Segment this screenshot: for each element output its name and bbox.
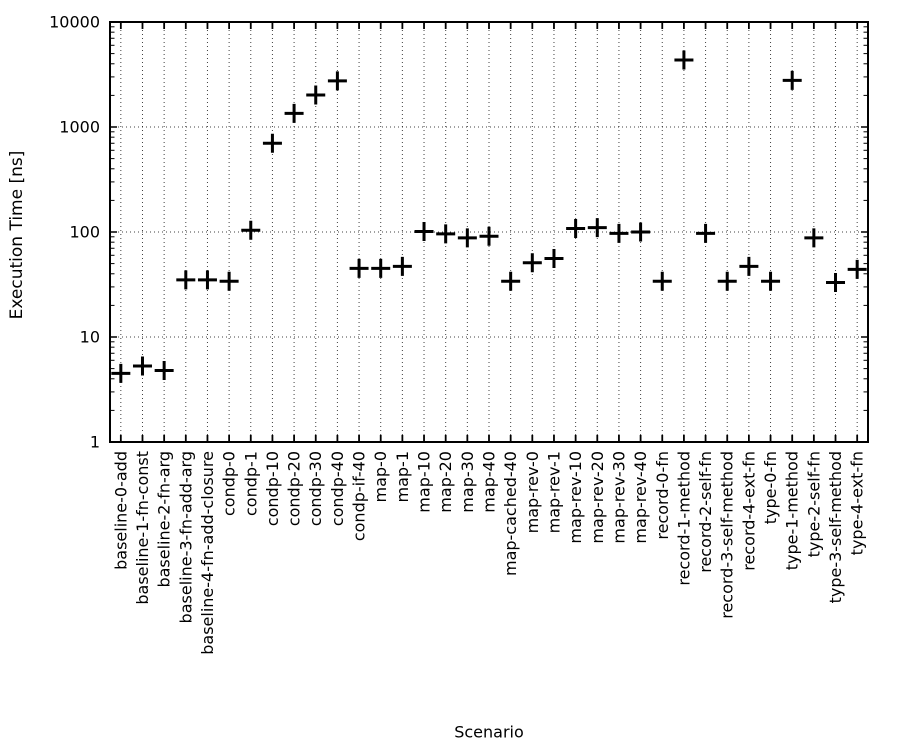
- data-point-marker: [609, 223, 629, 243]
- data-point-marker: [631, 222, 651, 242]
- data-point-marker: [782, 70, 802, 90]
- x-tick-label: condp-20: [285, 451, 304, 526]
- x-tick-label: record-1-method: [674, 451, 693, 586]
- data-point-marker: [804, 228, 824, 248]
- data-point-marker: [219, 271, 239, 291]
- data-point-marker: [717, 271, 737, 291]
- data-point-marker: [414, 222, 434, 242]
- data-point-marker: [306, 85, 326, 105]
- x-tick-label: baseline-0-add: [111, 451, 130, 570]
- x-tick-label: record-3-self-method: [718, 451, 737, 619]
- data-point-marker: [111, 363, 131, 383]
- x-tick-label: condp-30: [306, 451, 325, 526]
- x-tick-label: record-0-fn: [653, 451, 672, 540]
- x-tick-label: type-2-self-fn: [804, 451, 823, 557]
- data-point-marker: [479, 226, 499, 246]
- data-point-marker: [696, 223, 716, 243]
- data-point-marker: [674, 50, 694, 70]
- x-tick-label: type-1-method: [783, 451, 802, 570]
- x-tick-label: map-rev-10: [566, 451, 585, 544]
- data-point-marker: [392, 256, 412, 276]
- data-point-marker: [566, 218, 586, 238]
- x-tick-label: map-rev-20: [588, 451, 607, 544]
- data-point-marker: [522, 253, 542, 273]
- y-axis-title: Execution Time [ns]: [7, 150, 27, 320]
- data-point-marker: [132, 356, 152, 376]
- data-point-marker: [371, 258, 391, 278]
- x-tick-label: map-rev-40: [631, 451, 650, 544]
- x-tick-label: map-10: [415, 451, 434, 513]
- data-point-marker: [349, 258, 369, 278]
- x-tick-label: map-rev-30: [609, 451, 628, 544]
- data-point-marker: [241, 220, 261, 240]
- x-tick-label: type-0-fn: [761, 451, 780, 524]
- x-tick-label: condp-1: [241, 451, 260, 516]
- data-point-marker: [739, 256, 759, 276]
- plot-border: [109, 21, 869, 443]
- x-tick-label: map-rev-1: [544, 451, 563, 533]
- data-point-marker: [652, 271, 672, 291]
- x-tick-label: baseline-1-fn-const: [133, 451, 152, 605]
- data-point-marker: [262, 133, 282, 153]
- x-tick-label: type-3-self-method: [826, 451, 845, 603]
- x-tick-label: map-0: [371, 451, 390, 503]
- data-point-marker: [544, 248, 564, 268]
- y-tick-label: 10: [80, 328, 100, 347]
- x-tick-label: condp-0: [220, 451, 239, 516]
- x-axis-title: Scenario: [454, 722, 524, 742]
- x-tick-label: map-20: [436, 451, 455, 513]
- data-point-marker: [587, 218, 607, 238]
- data-point-marker: [176, 270, 196, 290]
- x-tick-label: baseline-4-fn-add-closure: [198, 451, 217, 655]
- x-tick-label: map-30: [458, 451, 477, 513]
- x-tick-label: map-rev-0: [523, 451, 542, 533]
- x-tick-label: record-2-self-fn: [696, 451, 715, 573]
- data-point-marker: [826, 273, 846, 293]
- x-tick-label: condp-40: [328, 451, 347, 526]
- data-point-marker: [847, 259, 867, 279]
- data-point-marker: [327, 71, 347, 91]
- data-point-marker: [761, 271, 781, 291]
- data-point-marker: [436, 224, 456, 244]
- x-tick-label: baseline-3-fn-add-arg: [176, 451, 195, 623]
- x-tick-label: condp-10: [263, 451, 282, 526]
- x-tick-label: baseline-2-fn-arg: [155, 451, 174, 588]
- x-tick-label: map-1: [393, 451, 412, 503]
- y-tick-label: 1000: [59, 118, 100, 137]
- data-point-marker: [154, 360, 174, 380]
- x-tick-label: map-cached-40: [501, 451, 520, 576]
- x-tick-label: map-40: [480, 451, 499, 513]
- data-point-marker: [197, 270, 217, 290]
- y-tick-label: 100: [69, 223, 100, 242]
- x-tick-label: record-4-ext-fn: [739, 451, 758, 571]
- y-tick-label: 1: [90, 433, 100, 452]
- data-point-marker: [284, 103, 304, 123]
- data-point-marker: [501, 271, 521, 291]
- x-tick-label: condp-if-40: [350, 451, 369, 541]
- data-point-marker: [457, 228, 477, 248]
- y-tick-label: 10000: [49, 13, 100, 32]
- x-tick-label: type-4-ext-fn: [848, 451, 867, 555]
